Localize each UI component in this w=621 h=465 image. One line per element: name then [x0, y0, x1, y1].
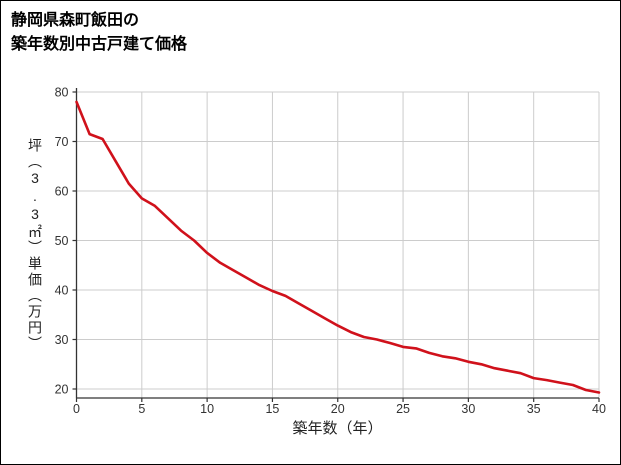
- chart-title: 静岡県森町飯田の 築年数別中古戸建て価格: [11, 9, 187, 57]
- y-tick-label: 40: [55, 284, 69, 298]
- x-tick-label: 20: [331, 402, 345, 416]
- y-tick-label: 50: [55, 234, 69, 248]
- x-axis-label: 築年数（年）: [292, 420, 383, 437]
- x-tick-label: 25: [396, 402, 410, 416]
- x-tick-label: 30: [461, 402, 475, 416]
- y-axis-label: 坪（3.3㎡）単価（万円）: [27, 138, 43, 352]
- x-tick-label: 10: [200, 402, 214, 416]
- x-tick-label: 5: [138, 402, 145, 416]
- chart-title-line1: 静岡県森町飯田の: [11, 12, 140, 29]
- price-line-series: [75, 100, 601, 394]
- x-tick-label: 40: [592, 402, 606, 416]
- y-tick-label: 20: [55, 383, 69, 397]
- y-tick-label: 30: [55, 333, 69, 347]
- y-tick-label: 80: [55, 86, 69, 100]
- y-tick-label: 60: [55, 185, 69, 199]
- y-tick-label: 70: [55, 135, 69, 149]
- x-tick-label: 15: [265, 402, 279, 416]
- x-tick-label: 0: [73, 402, 80, 416]
- x-tick-label: 35: [527, 402, 541, 416]
- chart-title-line2: 築年数別中古戸建て価格: [11, 36, 188, 53]
